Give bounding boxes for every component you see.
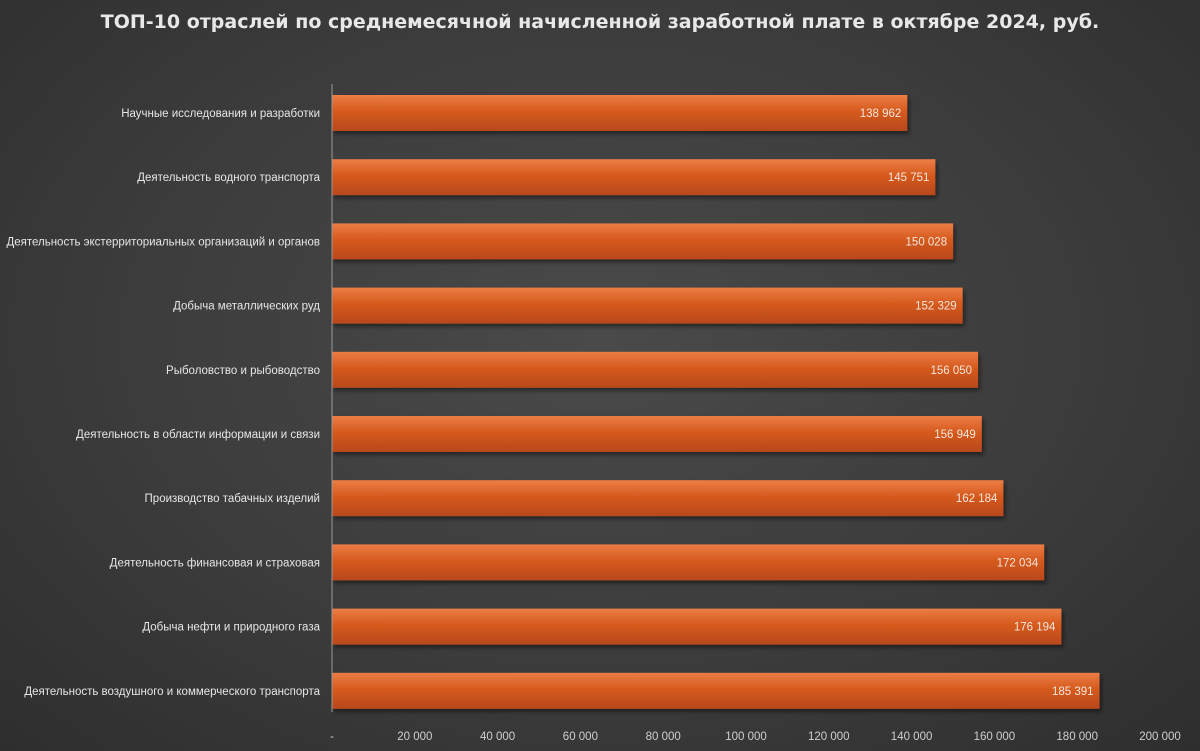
- x-tick-label: 60 000: [563, 731, 598, 743]
- category-label: Производство табачных изделий: [145, 493, 320, 505]
- category-label: Добыча нефти и природного газа: [142, 622, 320, 634]
- chart-title: ТОП-10 отраслей по среднемесячной начисл…: [100, 11, 1100, 33]
- category-label: Деятельность водного транспорта: [137, 172, 320, 184]
- x-tick-label: 200 000: [1139, 731, 1181, 743]
- bar: [332, 672, 1100, 709]
- category-label: Добыча металлических руд: [173, 301, 320, 313]
- bar-value-label: 150 028: [906, 236, 948, 248]
- x-axis: - 20 000 40 000 60 000 80 000 100 000 120 000 1…: [330, 84, 1181, 743]
- bar: [332, 608, 1062, 645]
- x-tick-label: 100 000: [725, 731, 767, 743]
- bar: [332, 544, 1045, 581]
- x-tick-label: 40 000: [480, 731, 515, 743]
- bar-value-label: 145 751: [888, 172, 930, 184]
- bar-value-label: 176 194: [1014, 622, 1056, 634]
- bar-value-label: 138 962: [860, 108, 902, 120]
- bar: [332, 159, 936, 196]
- bar-value-label: 162 184: [956, 493, 998, 505]
- x-tick-label: 160 000: [974, 731, 1016, 743]
- bar-value-label: 185 391: [1052, 686, 1094, 698]
- x-tick-label: 180 000: [1056, 731, 1098, 743]
- bar: [332, 95, 908, 131]
- bar: [332, 287, 963, 324]
- category-label: Деятельность экстерриториальных организа…: [6, 236, 320, 248]
- bar: [332, 416, 982, 452]
- x-tick-label: -: [330, 731, 334, 743]
- bar: [332, 351, 979, 388]
- x-tick-label: 20 000: [397, 731, 432, 743]
- category-label: Деятельность финансовая и страховая: [110, 557, 320, 569]
- category-label: Рыболовство и рыбоводство: [166, 365, 320, 377]
- bar-value-label: 156 949: [934, 429, 976, 441]
- x-tick-label: 80 000: [646, 731, 681, 743]
- bar: [332, 480, 1004, 517]
- category-label: Научные исследования и разработки: [121, 108, 320, 120]
- bars-layer: Научные исследования и разработки 138 962…: [6, 95, 1100, 709]
- category-label: Деятельность в области информации и связ…: [76, 429, 320, 441]
- x-tick-label: 140 000: [891, 731, 933, 743]
- category-label: Деятельность воздушного и коммерческого …: [24, 686, 320, 698]
- bar-value-label: 152 329: [915, 301, 957, 313]
- bar: [332, 223, 954, 260]
- x-tick-label: 120 000: [808, 731, 850, 743]
- bar-value-label: 172 034: [997, 557, 1039, 569]
- bar-value-label: 156 050: [930, 365, 972, 377]
